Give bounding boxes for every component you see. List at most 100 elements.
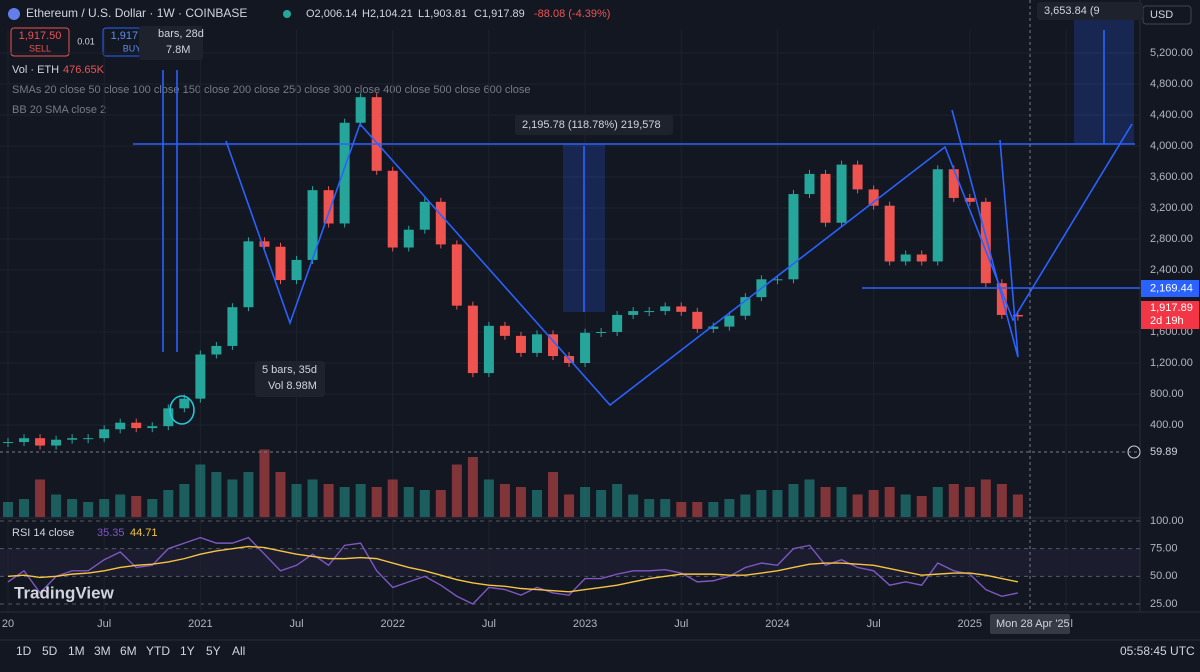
x-tick-label: Jul <box>290 618 304 630</box>
candle <box>548 334 559 357</box>
volume-bar <box>900 494 911 517</box>
candle <box>435 201 446 245</box>
volume-bar <box>1012 494 1023 517</box>
volume-bar <box>243 472 254 517</box>
volume-bar <box>339 487 350 517</box>
candle <box>628 311 639 315</box>
volume-marker: 59.89 <box>1150 446 1178 458</box>
y-tick-label: 5,200.00 <box>1150 47 1193 59</box>
y-tick-label: 4,000.00 <box>1150 140 1193 152</box>
candle <box>836 164 847 223</box>
volume-bar <box>419 490 430 517</box>
rsi-tick-label: 50.00 <box>1150 570 1178 582</box>
candle <box>900 254 911 262</box>
volume-bar <box>772 490 783 517</box>
volume-bar <box>531 490 542 517</box>
volume-bar <box>868 490 879 517</box>
x-tick-label: 2021 <box>188 618 212 630</box>
range-button[interactable]: YTD <box>146 644 170 658</box>
range-button[interactable]: 1M <box>68 644 85 658</box>
wedge-line <box>951 109 1019 358</box>
candle <box>708 326 719 329</box>
ohlc-high: H2,104.21 <box>362 8 413 20</box>
drawings <box>133 30 1140 407</box>
y-tick-label: 2,800.00 <box>1150 233 1193 245</box>
range-button[interactable]: 3M <box>94 644 111 658</box>
volume-bar <box>259 449 270 517</box>
range-button[interactable]: 1Y <box>180 644 195 658</box>
range-button[interactable]: 5Y <box>206 644 221 658</box>
sell-button[interactable] <box>10 27 70 57</box>
candle <box>916 254 927 262</box>
volume-bar <box>692 502 703 517</box>
volume-bar <box>307 479 318 517</box>
rsi-legend: RSI 14 close <box>12 527 74 539</box>
crosshair-date-tag <box>990 614 1070 634</box>
range-button[interactable]: 5D <box>42 644 58 658</box>
range-button[interactable]: 1D <box>16 644 32 658</box>
candle <box>35 438 46 446</box>
candle <box>211 345 222 355</box>
volume-bar <box>708 502 719 517</box>
y-tick-label: 4,800.00 <box>1150 78 1193 90</box>
candle <box>740 297 751 316</box>
volume-bar <box>948 484 959 517</box>
volume-bar <box>323 484 334 517</box>
candle <box>371 97 382 171</box>
volume-bar <box>51 494 62 517</box>
volume-bar <box>147 499 158 517</box>
volume-bar <box>483 479 494 517</box>
candle <box>884 205 895 262</box>
candle <box>483 325 494 374</box>
candle <box>259 241 270 247</box>
circle-annotation <box>169 395 195 425</box>
y-tick-label: 2,400.00 <box>1150 264 1193 276</box>
measure-box <box>563 144 605 312</box>
sell-price: 1,917.50 <box>19 30 62 42</box>
volume-bar <box>163 490 174 517</box>
clock: 05:58:45 UTC <box>1120 644 1195 658</box>
volume-bar <box>756 490 767 517</box>
rsi-band <box>0 548 1140 577</box>
candle <box>868 189 879 206</box>
range-button[interactable]: 6M <box>120 644 137 658</box>
status-dot <box>283 10 291 18</box>
volume-bar <box>3 502 13 517</box>
candle <box>964 197 975 202</box>
volume-bar <box>403 487 414 517</box>
x-tick-label: 2024 <box>765 618 789 630</box>
measure-label: bars, 28d <box>158 28 204 40</box>
x-tick-label: Jul <box>867 618 881 630</box>
volume-bar <box>932 487 943 517</box>
range-button[interactable]: All <box>232 644 245 658</box>
volume-bar <box>467 457 478 517</box>
volume-bar <box>275 472 286 517</box>
measure-label: 2,195.78 (118.78%) 219,578 <box>522 119 661 131</box>
volume-bar <box>564 494 575 517</box>
candle <box>932 169 943 262</box>
volume-bar <box>67 499 78 517</box>
measure-label: Vol 8.98M <box>268 380 317 392</box>
volume-bar <box>548 472 559 517</box>
candle <box>499 325 510 336</box>
volume-bar <box>451 464 462 517</box>
x-tick-label: 2023 <box>573 618 597 630</box>
x-tick-label: 2025 <box>958 618 982 630</box>
volume-bar <box>580 487 591 517</box>
candle <box>307 190 318 260</box>
candle <box>83 438 94 440</box>
volume-bar <box>804 479 815 517</box>
tooltip <box>515 115 673 135</box>
volume-bar <box>499 484 510 517</box>
volume-bar <box>515 487 526 517</box>
volume-bar <box>724 499 735 517</box>
x-tick-label: Jul <box>97 618 111 630</box>
rsi-value: 35.35 <box>97 527 125 539</box>
volume-bar <box>852 494 863 517</box>
volume-bar <box>227 479 238 517</box>
candle <box>387 170 398 248</box>
candle <box>243 241 254 308</box>
add-button[interactable] <box>1127 445 1141 459</box>
y-tick-label: 3,600.00 <box>1150 171 1193 183</box>
